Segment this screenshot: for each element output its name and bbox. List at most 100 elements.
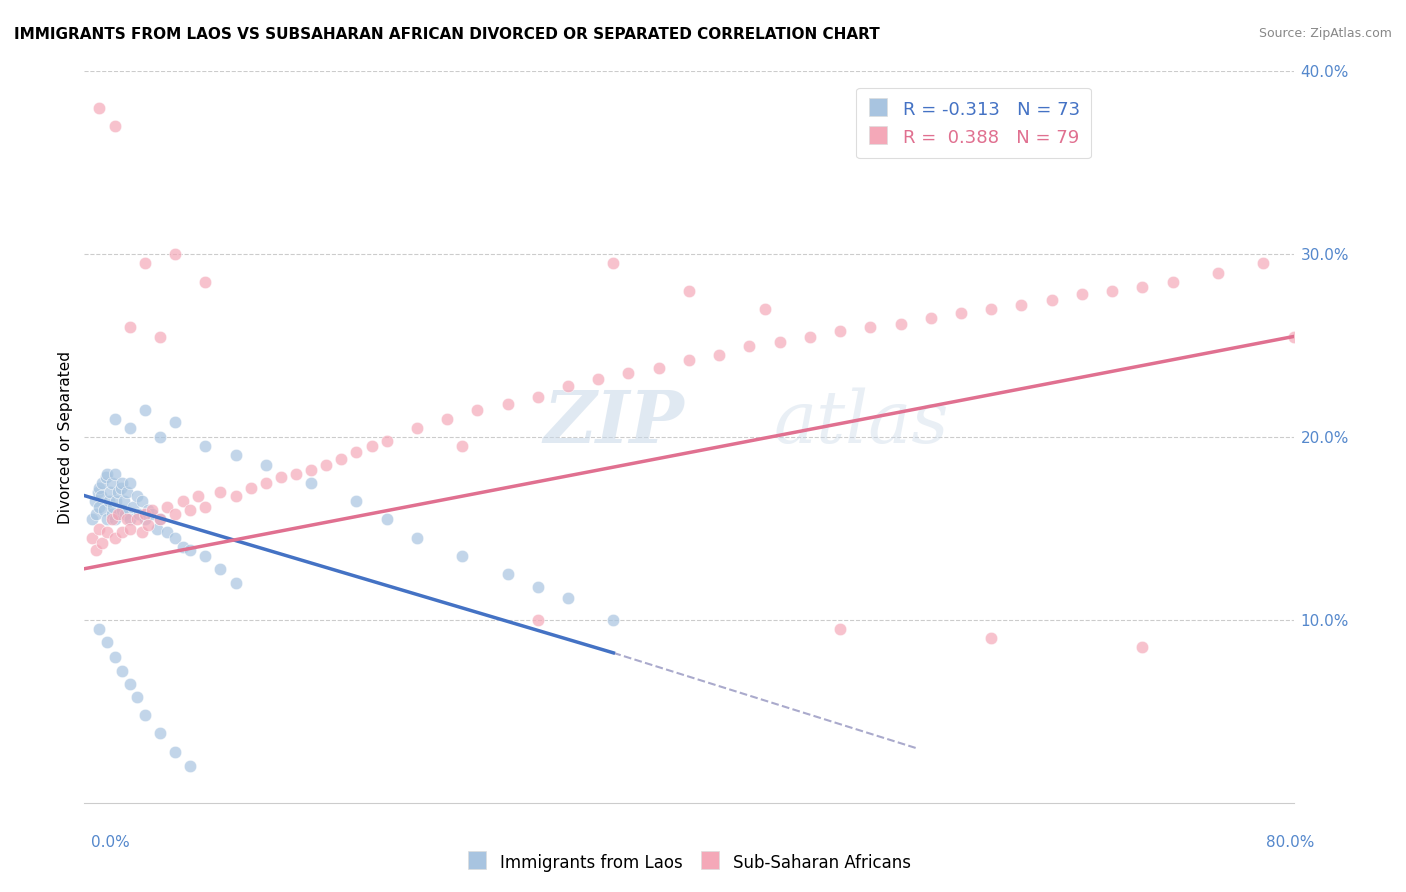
Point bbox=[315, 458, 337, 472]
Point bbox=[134, 512, 156, 526]
Point bbox=[527, 390, 550, 404]
Point bbox=[101, 500, 124, 514]
Point bbox=[375, 512, 398, 526]
Point bbox=[149, 329, 172, 343]
Point bbox=[179, 503, 201, 517]
Point bbox=[209, 562, 232, 576]
Point bbox=[738, 338, 761, 352]
Point bbox=[557, 379, 579, 393]
Point bbox=[1253, 256, 1275, 270]
Point bbox=[86, 507, 108, 521]
Point bbox=[105, 494, 128, 508]
Point bbox=[104, 512, 127, 526]
Point bbox=[89, 500, 111, 514]
Point bbox=[146, 521, 169, 535]
Point bbox=[165, 416, 187, 430]
Point bbox=[118, 512, 141, 526]
Point bbox=[104, 649, 127, 664]
Point bbox=[557, 591, 579, 605]
Point bbox=[89, 481, 111, 495]
Point bbox=[602, 256, 624, 270]
Point bbox=[115, 512, 138, 526]
Point bbox=[360, 439, 382, 453]
Text: ZIP: ZIP bbox=[544, 387, 685, 458]
Point bbox=[149, 512, 172, 526]
Point bbox=[104, 119, 127, 133]
Point bbox=[406, 531, 429, 545]
Point bbox=[93, 503, 115, 517]
Point bbox=[950, 306, 973, 320]
Point bbox=[84, 494, 107, 508]
Point bbox=[375, 434, 398, 448]
Text: IMMIGRANTS FROM LAOS VS SUBSAHARAN AFRICAN DIVORCED OR SEPARATED CORRELATION CHA: IMMIGRANTS FROM LAOS VS SUBSAHARAN AFRIC… bbox=[14, 27, 880, 42]
Point bbox=[96, 525, 118, 540]
Point bbox=[165, 507, 187, 521]
Point bbox=[111, 475, 134, 490]
Point bbox=[80, 531, 103, 545]
Point bbox=[769, 334, 792, 349]
Point bbox=[602, 613, 624, 627]
Point bbox=[115, 485, 138, 500]
Point bbox=[149, 726, 172, 740]
Point bbox=[754, 301, 776, 317]
Point bbox=[165, 247, 187, 261]
Point bbox=[270, 470, 292, 484]
Point bbox=[225, 449, 247, 463]
Point bbox=[108, 507, 131, 521]
Text: 0.0%: 0.0% bbox=[91, 836, 131, 850]
Point bbox=[172, 540, 194, 554]
Point bbox=[134, 708, 156, 723]
Point bbox=[330, 452, 353, 467]
Point bbox=[451, 549, 474, 563]
Point bbox=[156, 525, 179, 540]
Point bbox=[128, 507, 150, 521]
Point bbox=[87, 485, 110, 500]
Point bbox=[141, 503, 163, 517]
Point bbox=[1130, 640, 1153, 655]
Point bbox=[98, 485, 121, 500]
Point bbox=[1130, 280, 1153, 294]
Point bbox=[89, 101, 111, 115]
Point bbox=[346, 444, 368, 458]
Point bbox=[111, 664, 134, 678]
Point bbox=[118, 320, 141, 334]
Text: atlas: atlas bbox=[773, 387, 949, 458]
Point bbox=[86, 543, 108, 558]
Point bbox=[97, 494, 120, 508]
Point bbox=[194, 275, 217, 289]
Point bbox=[134, 402, 156, 417]
Point bbox=[127, 690, 149, 704]
Point bbox=[118, 421, 141, 435]
Point bbox=[496, 567, 519, 582]
Point bbox=[89, 521, 111, 535]
Point bbox=[254, 458, 277, 472]
Point bbox=[149, 512, 172, 526]
Point bbox=[91, 475, 114, 490]
Legend: Immigrants from Laos, Sub-Saharan Africans: Immigrants from Laos, Sub-Saharan Africa… bbox=[460, 846, 918, 879]
Point bbox=[90, 489, 112, 503]
Point bbox=[136, 503, 159, 517]
Point bbox=[149, 430, 172, 444]
Point bbox=[890, 317, 912, 331]
Point bbox=[406, 421, 429, 435]
Point bbox=[209, 485, 232, 500]
Point bbox=[920, 311, 942, 326]
Point bbox=[299, 475, 322, 490]
Point bbox=[111, 503, 134, 517]
Point bbox=[91, 536, 114, 550]
Point bbox=[299, 463, 322, 477]
Point bbox=[114, 507, 136, 521]
Point bbox=[799, 329, 821, 343]
Point bbox=[346, 494, 368, 508]
Point bbox=[134, 256, 156, 270]
Point bbox=[104, 467, 127, 481]
Text: 80.0%: 80.0% bbox=[1267, 836, 1315, 850]
Point bbox=[94, 470, 117, 484]
Point bbox=[107, 507, 129, 521]
Point bbox=[121, 500, 143, 514]
Point bbox=[830, 324, 852, 338]
Point bbox=[467, 402, 489, 417]
Point bbox=[527, 580, 550, 594]
Point bbox=[859, 320, 882, 334]
Point bbox=[179, 543, 201, 558]
